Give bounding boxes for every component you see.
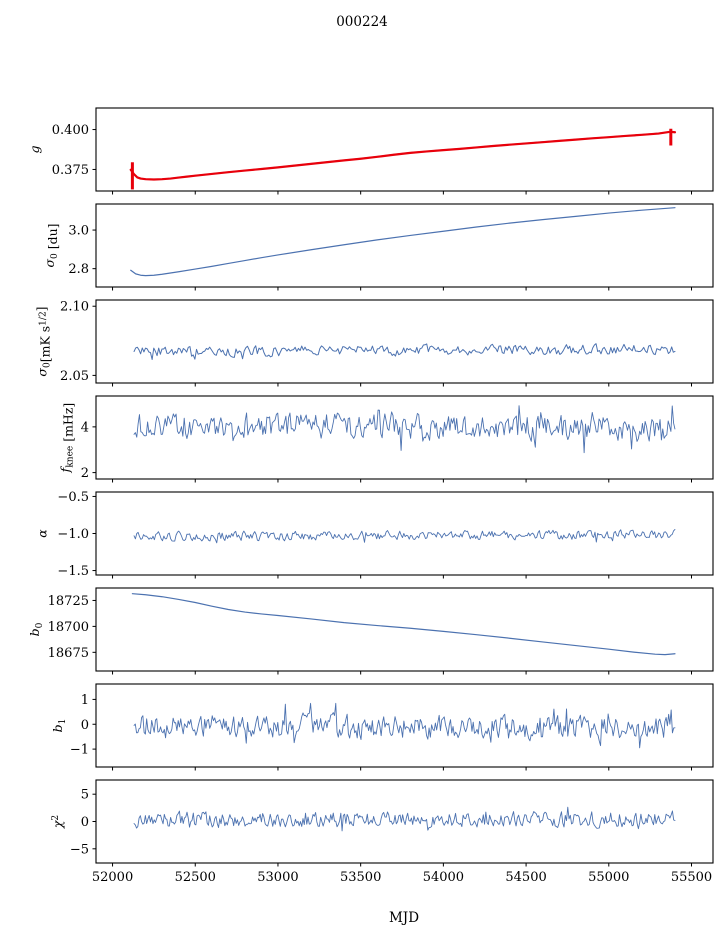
panel-data-layer (129, 128, 677, 190)
series-f_knee (133, 405, 676, 454)
y-tick-label: 0.375 (52, 163, 89, 178)
panel-sigma-0-du-: 2.8 3.0 σ0 [du] (42, 203, 714, 291)
x-tick-label: 53500 (340, 870, 381, 885)
y-tick-label: 2.8 (68, 262, 89, 277)
x-axis-label: MJD (389, 910, 419, 926)
panel-alpha: −0.5 −1.0 −1.5 α (35, 490, 714, 579)
series-chi2 (133, 806, 676, 832)
series-sigma0_mK (133, 343, 676, 361)
panel-frame (95, 203, 714, 288)
y-tick-label: −0.5 (57, 490, 89, 505)
y-axis-label: b1 (50, 719, 68, 733)
ylabel-part: 0 (43, 362, 53, 368)
panel-data-layer (131, 593, 676, 656)
x-tick-label: 52000 (92, 870, 133, 885)
y-tick-label: 1 (81, 693, 89, 708)
panel-f-knee-mhz-: 2 4 fknee [mHz] (57, 395, 714, 483)
ylabel-part: 2 (51, 815, 61, 821)
panel-data-layer (133, 702, 676, 749)
ylabel-part: 1/2 (39, 311, 49, 325)
ylabel-part: χ (50, 819, 65, 829)
y-axis-label: σ0[mK s1/2] (34, 306, 53, 376)
panel-frame (95, 107, 714, 192)
panel-data-layer (133, 806, 676, 832)
y-tick-label: 0 (81, 815, 89, 830)
panel-frame (95, 587, 714, 672)
y-tick-label: 4 (81, 420, 89, 435)
panel-frame (95, 683, 714, 768)
figure-title: 000224 (336, 14, 388, 30)
panel-frame (95, 395, 714, 480)
panel-g: 0.375 0.400 g (27, 107, 714, 195)
ylabel-part: σ (35, 368, 50, 377)
y-tick-label: 18675 (48, 646, 89, 661)
x-tick-label: 55000 (588, 870, 629, 885)
series-alpha (133, 529, 676, 544)
y-axis-label: α (35, 529, 50, 538)
x-tick-label: 54500 (505, 870, 546, 885)
y-tick-label: −1.5 (57, 564, 89, 579)
ylabel-part: b (50, 724, 65, 732)
ylabel-part: ] (34, 306, 49, 311)
series-b1 (133, 702, 676, 749)
panel-frame (95, 299, 714, 384)
ylabel-part: σ (42, 259, 57, 268)
y-axis-label: σ0 [du] (42, 223, 60, 267)
y-tick-label: 0 (81, 718, 89, 733)
panel-chi-2: −5 0 5 52000 52500 53000 53500 54000 54500 55000 5… (50, 779, 714, 885)
x-tick-label: 52500 (175, 870, 216, 885)
y-tick-label: 0.400 (52, 123, 89, 138)
panel-data-layer (133, 405, 676, 454)
ylabel-part: [du] (45, 223, 60, 253)
series-b0 (131, 593, 676, 656)
ylabel-part: 0 (50, 253, 60, 259)
x-tick-label: 54000 (423, 870, 464, 885)
ylabel-part: g (27, 145, 42, 153)
y-tick-label: 2.05 (60, 369, 89, 384)
y-tick-label: 3.0 (68, 224, 89, 239)
ylabel-part: 1 (58, 719, 68, 725)
panel-data-layer (133, 343, 676, 361)
ylabel-part: knee (65, 446, 75, 468)
y-tick-label: 18725 (48, 594, 89, 609)
y-tick-label: −5 (70, 842, 89, 857)
y-axis-label: χ2 (50, 815, 65, 829)
y-axis-label: g (27, 145, 42, 153)
y-tick-label: −1.0 (57, 527, 89, 542)
panel-sigma-0-mk-s-1-2-: 2.05 2.10 σ0[mK s1/2] (34, 299, 714, 387)
ylabel-part: [mHz] (60, 403, 75, 446)
series-sigma0_du (130, 207, 676, 277)
ylabel-part: b (27, 628, 42, 636)
series-data (129, 130, 677, 181)
ylabel-part: f (57, 465, 72, 473)
y-tick-label: 2 (81, 466, 89, 481)
y-tick-label: 18700 (48, 620, 89, 635)
y-tick-label: 5 (81, 788, 89, 803)
panel-data-layer (133, 529, 676, 544)
ylabel-part: [mK s (38, 326, 53, 362)
panel-frame (95, 491, 714, 576)
y-axis-label: b0 (27, 622, 45, 636)
ylabel-part: 0 (35, 622, 45, 628)
y-tick-label: −1 (70, 743, 89, 758)
ylabel-part: α (35, 529, 50, 538)
x-tick-label: 55500 (671, 870, 712, 885)
y-tick-label: 2.10 (60, 300, 89, 315)
x-tick-label: 53000 (257, 870, 298, 885)
panel-data-layer (130, 207, 676, 277)
y-axis-label: fknee [mHz] (57, 403, 75, 474)
